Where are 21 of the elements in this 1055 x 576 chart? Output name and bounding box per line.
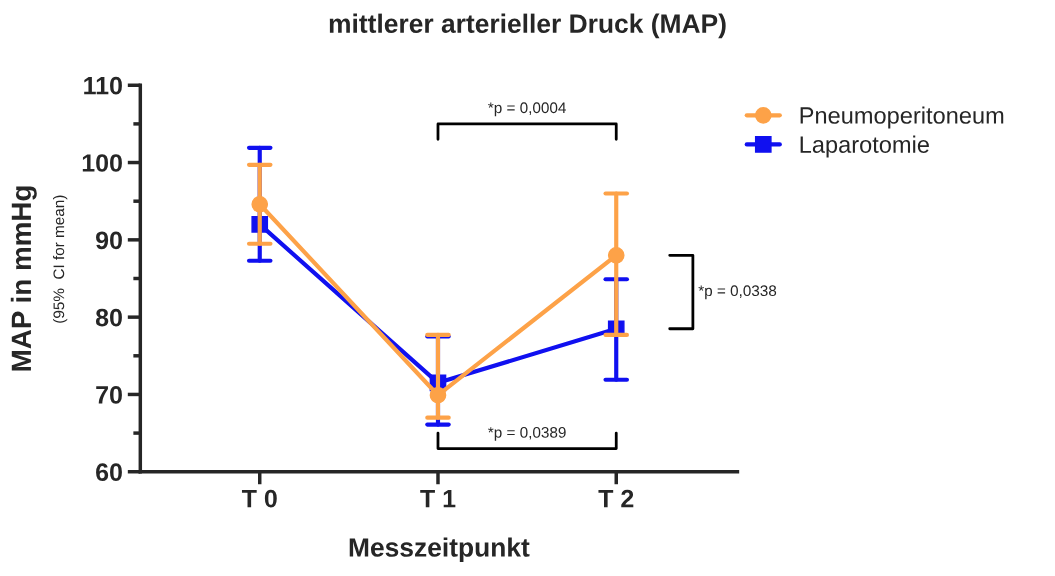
annotation: *p = 0,0389 — [488, 426, 566, 441]
y-tick-label: 80 — [95, 308, 122, 327]
x-axis-title: Messzeitpunkt — [349, 537, 530, 563]
y-tick-label: 90 — [96, 231, 122, 250]
y-tick-label: 100 — [82, 154, 122, 172]
point — [429, 386, 447, 404]
x-tick-label: T 1 — [420, 490, 456, 508]
y-tick-label: 60 — [96, 463, 122, 482]
x-tick-label: T 2 — [598, 489, 634, 508]
annotation: *p = 0,0338 — [698, 285, 777, 300]
y-tick-label: 70 — [96, 386, 122, 404]
point — [607, 246, 625, 264]
x-tick-label: T 0 — [241, 489, 277, 508]
legend-label: Laparotomie — [800, 135, 929, 158]
y-tick-label: 110 — [84, 76, 122, 95]
chart-title: mittlerer arterieller Druck (MAP) — [329, 13, 726, 39]
annotation: *p = 0,0004 — [488, 102, 566, 117]
text: (95% CI for mean) — [53, 195, 68, 323]
legend-label: Pneumoperitoneum — [800, 106, 1004, 129]
y-axis-title: MAP in mmHg — [10, 186, 37, 371]
point — [251, 195, 269, 213]
